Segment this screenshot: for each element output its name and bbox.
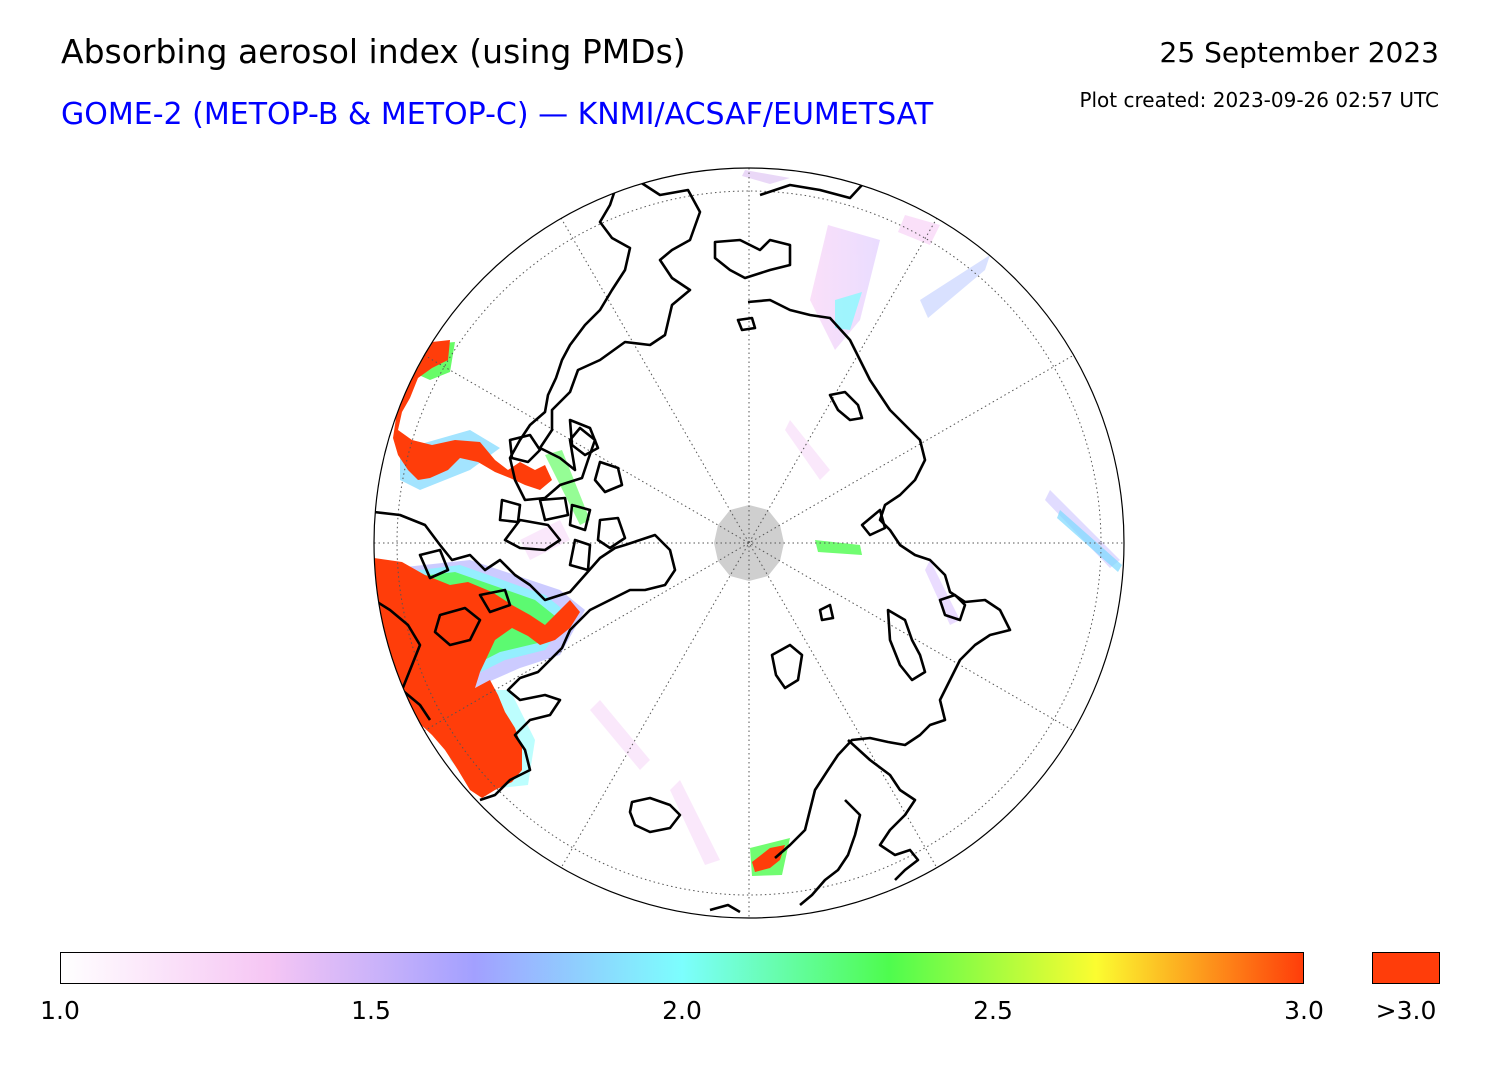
colorbar-tick-3-0: 3.0	[1284, 996, 1324, 1025]
map-date: 25 September 2023	[1159, 36, 1439, 69]
graticule	[374, 168, 1124, 918]
page-subtitle: GOME-2 (METOP-B & METOP-C) — KNMI/ACSAF/…	[61, 97, 934, 132]
coastlines	[374, 173, 1012, 914]
colorbar-overflow-label: >3.0	[1375, 996, 1437, 1025]
colorbar-tick-1-0: 1.0	[40, 996, 80, 1025]
colorbar-tick-1-5: 1.5	[351, 996, 391, 1025]
colorbar	[60, 952, 1304, 984]
map-frame	[373, 167, 1125, 919]
aerosol-high-plumes	[374, 340, 785, 872]
colorbar-tick-2-0: 2.0	[662, 996, 702, 1025]
page-title: Absorbing aerosol index (using PMDs)	[61, 32, 686, 71]
colorbar-tick-2-5: 2.5	[973, 996, 1013, 1025]
colorbar-overflow-swatch	[1372, 952, 1440, 984]
aerosol-low-streaks	[520, 170, 1120, 865]
plot-created-timestamp: Plot created: 2023-09-26 02:57 UTC	[1079, 88, 1439, 112]
